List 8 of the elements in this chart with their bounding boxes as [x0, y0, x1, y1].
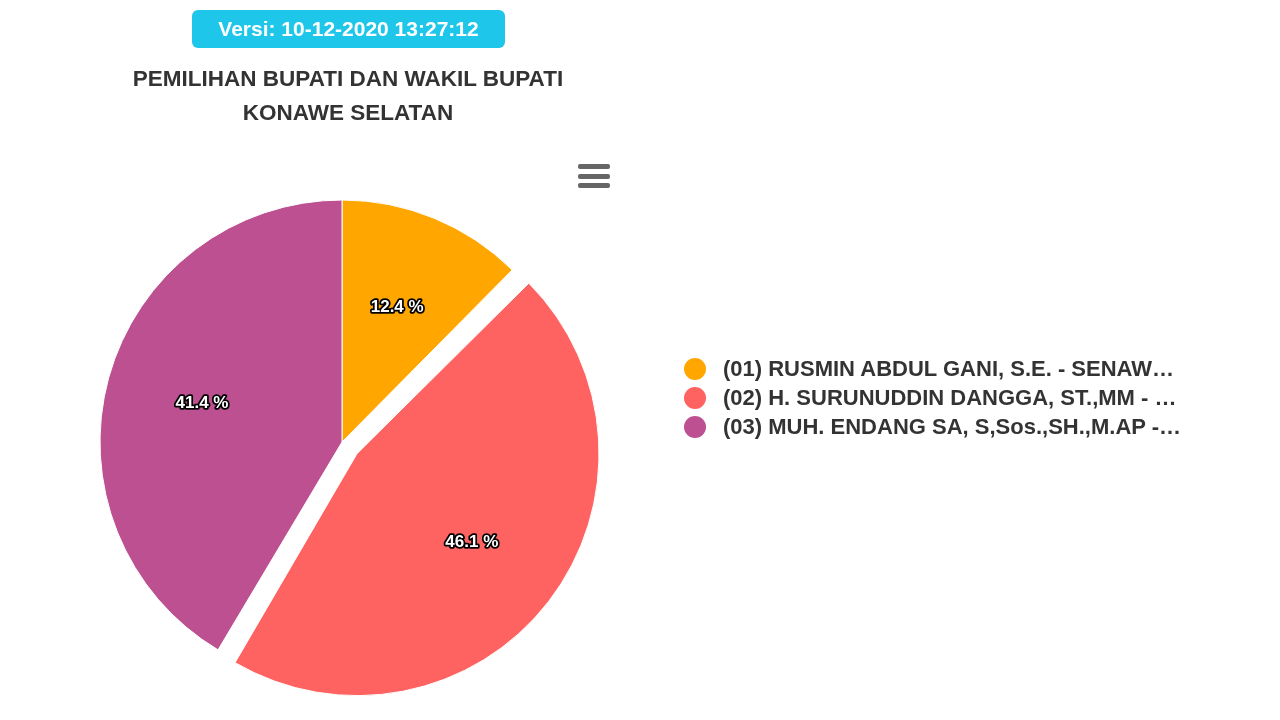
data-label: 46.1 % [445, 532, 499, 552]
legend-label: (02) H. SURUNUDDIN DANGGA, ST.,MM - … [723, 384, 1177, 411]
legend-label: (01) RUSMIN ABDUL GANI, S.E. - SENAW… [723, 355, 1175, 382]
data-label: 41.4 % [175, 393, 229, 413]
chart-title: PEMILIHAN BUPATI DAN WAKIL BUPATI KONAWE SELATAN [131, 65, 565, 127]
text: Versi: 10-12-2020 13:27:12 [192, 10, 505, 48]
data-label: 12.4 % [370, 297, 424, 317]
legend-label: (03) MUH. ENDANG SA, S,Sos.,SH.,M.AP -… [723, 413, 1181, 440]
